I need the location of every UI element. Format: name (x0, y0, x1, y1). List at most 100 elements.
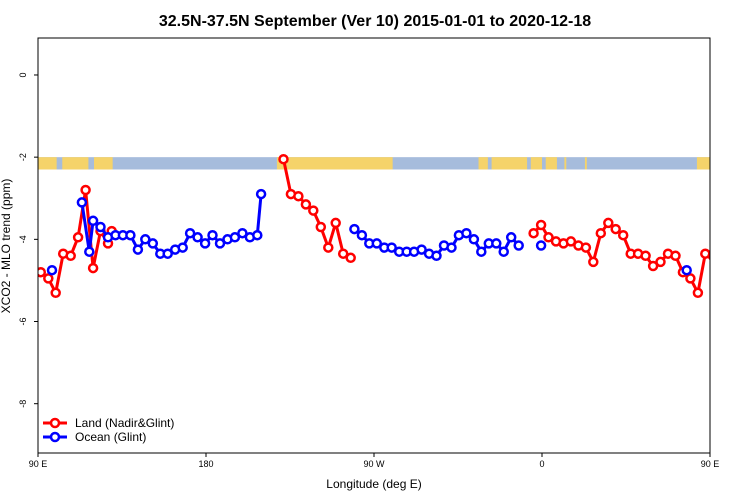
data-point (535, 219, 547, 231)
x-tick-label: 90 E (29, 459, 48, 469)
data-point (461, 227, 472, 239)
data-point (739, 227, 747, 235)
data-point (565, 236, 577, 247)
data-point (647, 260, 659, 272)
x-tick-label: 90 E (701, 459, 720, 469)
x-tick-label: 90 W (363, 459, 385, 469)
data-point (229, 232, 241, 243)
data-point (237, 227, 248, 239)
data-point (72, 232, 84, 243)
data-point (731, 264, 739, 272)
map-band-land (696, 157, 710, 170)
data-point (76, 197, 88, 208)
map-band (38, 157, 744, 170)
data-point (491, 238, 502, 249)
map-band-land (276, 157, 393, 170)
x-axis-label: Longitude (deg E) (326, 477, 421, 491)
data-point (162, 248, 173, 259)
map-band-land (62, 157, 89, 170)
data-point (476, 246, 487, 257)
plot-frame (37, 37, 711, 454)
data-point (746, 239, 750, 247)
data-point (681, 264, 692, 276)
data-point (386, 242, 397, 253)
map-band-land (530, 157, 542, 170)
map-band-land (545, 157, 557, 170)
y-tick-label: 0 (18, 72, 28, 77)
map-band-land (94, 157, 113, 170)
y-axis: 0 -2 -4 -6 -8 (18, 72, 38, 408)
x-tick-label: 180 (198, 459, 213, 469)
data-point (214, 238, 226, 249)
y-tick-label: -2 (18, 153, 28, 161)
data-point (46, 264, 58, 276)
data-point (330, 217, 341, 229)
data-point (278, 153, 289, 165)
data-point (655, 256, 666, 268)
data-point (140, 234, 151, 245)
data-point (255, 188, 267, 200)
series-1 (46, 188, 747, 276)
legend-marker (49, 417, 61, 429)
map-band-land (491, 157, 528, 170)
data-point (640, 250, 651, 262)
chart-title: 32.5N-37.5N September (Ver 10) 2015-01-0… (159, 13, 591, 30)
data-point (731, 223, 739, 231)
data-point (177, 242, 188, 253)
data-point (308, 205, 319, 216)
data-point (498, 246, 509, 257)
series-layer (38, 153, 750, 299)
map-band-land (478, 157, 488, 170)
data-point (38, 266, 47, 278)
data-point (337, 248, 349, 259)
data-point (468, 234, 480, 245)
data-point (349, 223, 360, 235)
series-0 (38, 153, 750, 299)
data-point (323, 242, 334, 253)
data-point (125, 229, 136, 241)
map-band-land (564, 157, 567, 170)
data-point (50, 287, 61, 299)
data-point (192, 232, 203, 243)
data-point (505, 232, 517, 243)
data-point (713, 198, 721, 206)
data-point (595, 227, 607, 239)
data-point (345, 252, 356, 264)
data-point (80, 184, 91, 196)
data-point (84, 246, 95, 257)
data-point (371, 238, 383, 249)
data-point (416, 244, 427, 255)
data-point (252, 229, 263, 241)
data-point (535, 240, 547, 251)
data-point (685, 273, 696, 284)
data-point (132, 244, 144, 255)
x-axis: 90 E 180 90 W 0 90 E (29, 453, 720, 469)
data-point (43, 273, 54, 284)
data-point (739, 233, 747, 241)
data-point (528, 227, 539, 239)
legend-entry: Land (Nadir&Glint) (75, 416, 174, 430)
series-line (717, 202, 743, 251)
data-point (147, 238, 159, 249)
y-tick-label: -6 (18, 318, 28, 326)
data-point (87, 215, 99, 227)
y-tick-label: -8 (18, 400, 28, 408)
map-band-land (729, 157, 744, 169)
data-point (617, 229, 629, 241)
data-point (199, 238, 211, 249)
data-point (724, 186, 732, 194)
data-point (315, 221, 327, 233)
data-point (87, 262, 99, 274)
data-point (513, 240, 524, 251)
data-point (670, 250, 681, 262)
map-band-land (584, 157, 587, 170)
data-point (300, 199, 312, 210)
data-point (724, 217, 732, 225)
data-point (610, 223, 621, 235)
data-point (603, 217, 614, 229)
data-point (356, 229, 368, 241)
data-point (184, 227, 196, 239)
data-point (293, 190, 304, 202)
data-point (716, 233, 724, 241)
